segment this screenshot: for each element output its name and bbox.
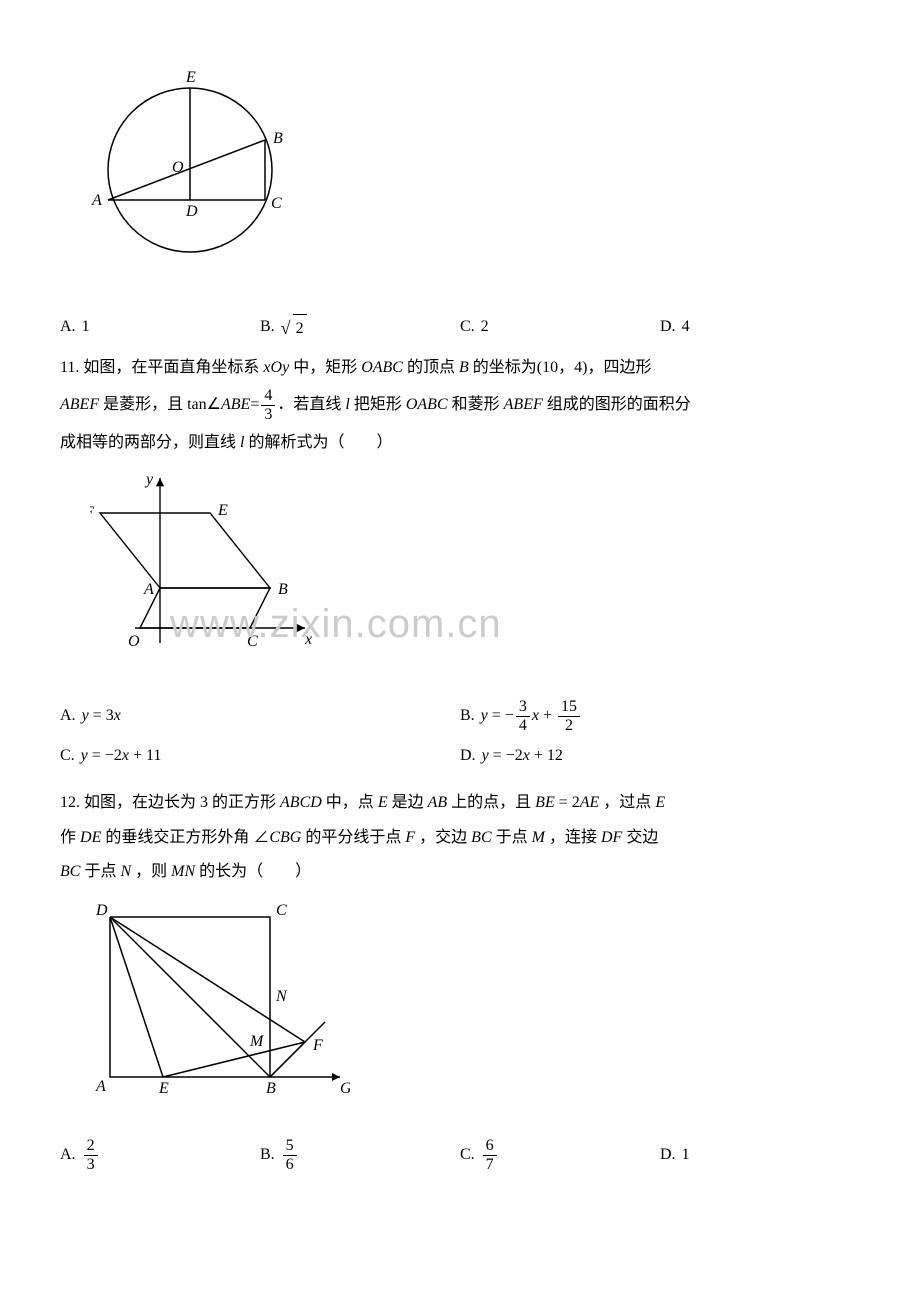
q11-opt-a[interactable]: A. y = 3x: [60, 699, 460, 734]
option-letter: C.: [60, 742, 75, 771]
option-letter: A.: [60, 313, 76, 342]
option-letter: D.: [460, 742, 476, 771]
svg-text:C: C: [271, 195, 282, 212]
svg-text:N: N: [275, 988, 288, 1005]
q10-opt-b[interactable]: B. 2: [260, 311, 460, 344]
fraction: 56: [283, 1138, 297, 1173]
option-letter: B.: [460, 702, 475, 731]
q10-opt-a[interactable]: A. 1: [60, 311, 260, 344]
q12-opt-c[interactable]: C. 67: [460, 1138, 660, 1173]
svg-text:M: M: [249, 1033, 265, 1050]
option-letter: C.: [460, 313, 475, 342]
option-letter: B.: [260, 1141, 275, 1170]
q11-text-line3: 成相等的两部分，则直线 l 的解析式为（ ）: [60, 429, 860, 458]
option-letter: A.: [60, 1141, 76, 1170]
svg-text:A: A: [95, 1078, 106, 1095]
option-letter: A.: [60, 702, 76, 731]
svg-text:F: F: [312, 1037, 323, 1054]
option-value: 4: [682, 313, 690, 342]
sqrt-symbol: 2: [281, 311, 307, 344]
q12-opt-d[interactable]: D. 1: [660, 1138, 860, 1173]
svg-text:C: C: [247, 633, 258, 650]
svg-text:D: D: [95, 902, 108, 919]
q12-text-line3: BC 于点 N ，则 MN 的长为（ ）: [60, 858, 860, 887]
svg-text:C: C: [276, 902, 287, 919]
svg-text:E: E: [158, 1080, 169, 1097]
option-letter: C.: [460, 1141, 475, 1170]
q11-figure: OCABEFxy www.zixin.com.cn: [90, 468, 860, 679]
svg-text:x: x: [304, 631, 312, 648]
svg-text:G: G: [340, 1080, 350, 1097]
q12-options: A. 23 B. 56 C. 67 D. 1: [60, 1138, 860, 1173]
q12-opt-b[interactable]: B. 56: [260, 1138, 460, 1173]
option-value: 2: [481, 313, 489, 342]
fraction: 23: [84, 1138, 98, 1173]
fraction: 43: [261, 388, 275, 423]
option-letter: B.: [260, 313, 275, 342]
q10-figure: E A B C D O: [90, 70, 860, 291]
q11-text-line2: ABEF 是菱形，且 tan∠ABE=43．若直线 l 把矩形 OABC 和菱形…: [60, 388, 860, 423]
q12-text-line2: 作 DE 的垂线交正方形外角 ∠CBG 的平分线于点 F ，交边 BC 于点 M…: [60, 824, 860, 853]
svg-text:O: O: [172, 159, 184, 176]
svg-text:B: B: [273, 130, 283, 147]
svg-text:A: A: [143, 581, 154, 598]
q12-opt-a[interactable]: A. 23: [60, 1138, 260, 1173]
fraction: 67: [483, 1138, 497, 1173]
q11-text: 11. 如图，在平面直角坐标系 xOy 中，矩形 OABC 的顶点 B 的坐标为…: [60, 354, 860, 383]
q11-options: A. y = 3x B. y = −34x + 152 C. y = −2x +…: [60, 699, 860, 779]
q10-opt-c[interactable]: C. 2: [460, 311, 660, 344]
option-value: 1: [682, 1141, 690, 1170]
question-number: 12.: [60, 794, 80, 811]
svg-text:y: y: [144, 471, 154, 488]
svg-text:B: B: [266, 1080, 276, 1097]
svg-text:D: D: [185, 203, 198, 220]
svg-text:E: E: [217, 502, 228, 519]
svg-text:B: B: [278, 581, 288, 598]
svg-text:F: F: [90, 504, 94, 521]
q12-text: 12. 如图，在边长为 3 的正方形 ABCD 中，点 E 是边 AB 上的点，…: [60, 789, 860, 818]
option-value: 1: [82, 313, 90, 342]
q11-opt-d[interactable]: D. y = −2x + 12: [460, 742, 860, 771]
q10-options: A. 1 B. 2 C. 2 D. 4: [60, 311, 860, 344]
option-letter: D.: [660, 1141, 676, 1170]
svg-text:A: A: [91, 192, 102, 209]
option-letter: D.: [660, 313, 676, 342]
q11-opt-c[interactable]: C. y = −2x + 11: [60, 742, 460, 771]
q10-opt-d[interactable]: D. 4: [660, 311, 860, 344]
svg-text:O: O: [128, 633, 140, 650]
q12-figure: D C A B E G F M N: [90, 897, 860, 1118]
question-number: 11.: [60, 359, 79, 376]
svg-text:E: E: [185, 70, 196, 86]
q11-opt-b[interactable]: B. y = −34x + 152: [460, 699, 860, 734]
